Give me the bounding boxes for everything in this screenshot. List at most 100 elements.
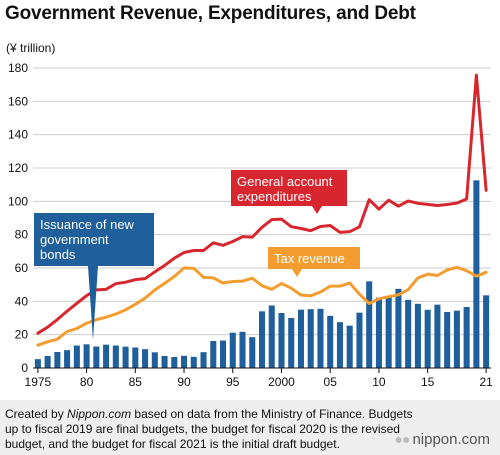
x-axis-ticks: 1975 80 85 90 95 2000 05 10 15 21 bbox=[25, 368, 493, 389]
bonds-label-text: Issuance of new bbox=[40, 217, 135, 232]
y-tick-label: 120 bbox=[8, 161, 28, 175]
bond-bar bbox=[346, 325, 353, 368]
expenditures-label-text: expenditures bbox=[237, 189, 312, 204]
y-axis-unit-label: (¥ trillion) bbox=[6, 41, 55, 55]
x-tick-label: 15 bbox=[421, 375, 435, 389]
x-tick-label: 90 bbox=[177, 375, 191, 389]
expenditures-line bbox=[36, 73, 488, 335]
bond-bar bbox=[44, 356, 51, 368]
bond-bar bbox=[434, 304, 441, 368]
bond-bar bbox=[73, 345, 80, 368]
x-tick-label: 10 bbox=[372, 375, 386, 389]
tax-revenue-label-pointer bbox=[292, 269, 302, 277]
nippon-logo: ●● nippon.com bbox=[395, 431, 490, 448]
chart-title: Government Revenue, Expenditures, and De… bbox=[5, 3, 416, 24]
bond-bar bbox=[453, 310, 460, 368]
bond-bar bbox=[297, 309, 304, 368]
note-suffix: based on data from the Ministry of Finan… bbox=[5, 407, 413, 451]
x-tick-label: 80 bbox=[80, 375, 94, 389]
tax-revenue-label-box bbox=[268, 247, 360, 269]
bond-bar bbox=[258, 311, 266, 368]
bond-bar bbox=[249, 337, 256, 368]
bond-bar bbox=[200, 352, 207, 368]
bond-bar bbox=[278, 313, 285, 368]
tax-revenue-label: Tax revenue bbox=[268, 247, 360, 277]
expenditures-label-text: General account bbox=[237, 174, 333, 189]
bond-bar bbox=[122, 346, 129, 368]
expenditures-label-box bbox=[231, 170, 347, 206]
expenditures-label-pointer bbox=[312, 206, 322, 214]
bond-bar bbox=[395, 288, 402, 368]
bonds-label-text: bonds bbox=[40, 247, 76, 262]
y-tick-label: 40 bbox=[15, 294, 29, 308]
bond-bar bbox=[64, 350, 71, 368]
source-note: Created by Nippon.com based on data from… bbox=[5, 407, 415, 452]
bond-bar bbox=[414, 303, 421, 368]
bond-bar bbox=[229, 332, 236, 368]
bond-bar bbox=[181, 355, 188, 368]
bond-bar bbox=[161, 356, 168, 368]
series-lines bbox=[36, 73, 488, 347]
bond-bar bbox=[327, 315, 334, 368]
bond-bar bbox=[112, 345, 119, 368]
bond-bar bbox=[93, 346, 100, 368]
bond-bar bbox=[132, 347, 139, 368]
chart: (¥ trillion) 0 20 40 60 80 100 120 140 160 180 19… bbox=[6, 41, 493, 389]
bond-bar bbox=[239, 331, 246, 368]
bond-bar bbox=[366, 281, 373, 368]
x-tick-label: 2000 bbox=[268, 375, 295, 389]
bond-bar bbox=[142, 349, 149, 368]
bond-bar bbox=[405, 299, 412, 368]
bond-bar bbox=[317, 308, 324, 368]
tax-revenue-label-text: Tax revenue bbox=[274, 251, 345, 266]
bond-bar bbox=[190, 356, 197, 368]
bonds-label-text: government bbox=[40, 232, 109, 247]
bond-bar bbox=[463, 307, 470, 368]
bond-bar bbox=[307, 309, 314, 368]
bond-bar bbox=[375, 297, 382, 368]
bond-bar bbox=[385, 296, 392, 368]
bond-bar bbox=[483, 295, 490, 368]
note-source: Nippon.com bbox=[67, 407, 132, 421]
y-tick-label: 140 bbox=[8, 128, 28, 142]
tax-revenue-line bbox=[36, 265, 488, 347]
y-tick-label: 180 bbox=[8, 61, 28, 75]
logo-text: nippon.com bbox=[412, 431, 490, 448]
bonds-label-box bbox=[34, 213, 154, 266]
bond-bar bbox=[220, 340, 227, 368]
bond-bar bbox=[83, 344, 90, 368]
x-tick-label: 85 bbox=[129, 375, 143, 389]
bond-bar bbox=[444, 312, 451, 368]
bond-bar bbox=[151, 352, 158, 368]
note-prefix: Created by bbox=[5, 407, 68, 421]
y-tick-label: 100 bbox=[8, 194, 28, 208]
y-tick-label: 60 bbox=[15, 261, 29, 275]
bond-bar bbox=[171, 357, 178, 368]
bond-bar bbox=[34, 359, 41, 368]
x-tick-label: 21 bbox=[479, 375, 493, 389]
bond-bar bbox=[210, 341, 217, 368]
dots-icon: ●● bbox=[394, 431, 411, 447]
bond-bars bbox=[34, 180, 490, 368]
y-tick-label: 0 bbox=[21, 361, 28, 375]
bond-bar bbox=[356, 312, 363, 368]
y-tick-label: 80 bbox=[15, 228, 29, 242]
bond-bar bbox=[336, 322, 343, 368]
bond-bar bbox=[288, 318, 295, 368]
y-tick-label: 160 bbox=[8, 94, 28, 108]
bond-bar bbox=[54, 352, 61, 368]
bond-bar bbox=[473, 180, 480, 368]
bond-bar bbox=[103, 344, 110, 368]
y-axis-ticks: 0 20 40 60 80 100 120 140 160 180 bbox=[8, 61, 28, 375]
bond-bar bbox=[424, 309, 431, 368]
footer: Created by Nippon.com based on data from… bbox=[0, 400, 500, 455]
x-tick-label: 1975 bbox=[25, 375, 52, 389]
x-tick-label: 95 bbox=[226, 375, 240, 389]
x-tick-label: 05 bbox=[324, 375, 338, 389]
bond-bar bbox=[268, 305, 275, 368]
bonds-label-pointer bbox=[88, 266, 98, 340]
y-tick-label: 20 bbox=[15, 328, 29, 342]
